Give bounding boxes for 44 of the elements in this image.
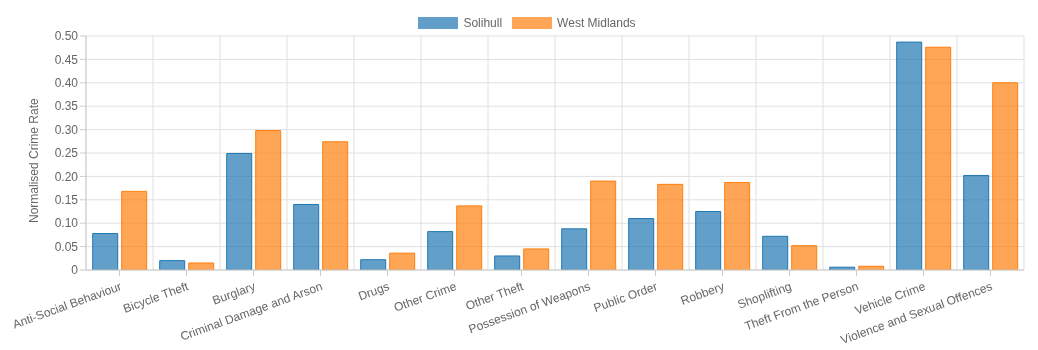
bar [121,190,148,270]
bar [590,180,617,270]
bar [628,218,655,270]
y-tick-label: 0.05 [54,239,79,254]
x-tick-label: Other Crime [392,279,459,315]
y-tick-label: 0.50 [54,29,79,44]
y-tick-label: 0.20 [54,169,79,184]
y-tick-label: 0 [71,263,79,278]
bar [494,255,521,270]
legend-label: Solihull [463,16,503,30]
bar [695,211,722,270]
bar [963,174,990,270]
bar [360,259,387,270]
bar [427,231,454,270]
legend-label: West Midlands [557,16,636,30]
bar [226,152,253,270]
bar [992,82,1019,270]
y-tick-label: 0.15 [54,193,79,208]
bar [389,252,416,270]
bar [293,203,320,270]
bar [255,130,282,270]
y-tick-label: 0.40 [54,76,79,91]
bar [925,46,952,270]
y-tick-label: 0.25 [54,146,79,161]
bar [724,181,751,270]
bar [791,245,818,270]
y-tick-label: 0.30 [54,122,79,137]
bar [92,233,119,270]
bar [188,262,215,270]
bar [561,228,588,270]
x-tick-label: Public Order [591,279,660,316]
y-axis-title: Normalised Crime Rate [27,97,42,223]
bar [762,235,789,270]
bar [456,205,483,270]
x-tick-label: Drugs [356,279,392,304]
bar [896,41,923,270]
y-tick-label: 0.45 [54,52,79,67]
bar [657,183,684,270]
bar [523,248,550,270]
bar [322,141,349,270]
y-tick-label: 0.10 [54,216,79,231]
bar [159,260,186,270]
y-tick-label: 0.35 [54,99,79,114]
x-tick-label: Bicycle Theft [121,278,191,316]
